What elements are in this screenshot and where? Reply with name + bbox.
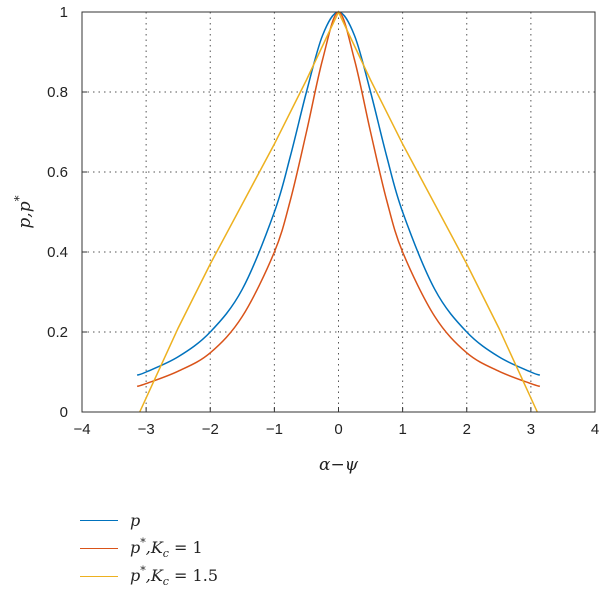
y-axis-label: p,p* (12, 195, 35, 228)
x-tick-label: 4 (591, 421, 599, 438)
x-tick-label: 3 (527, 421, 535, 438)
y-tick-label: 1 (60, 4, 68, 21)
legend-item: p*,Kc = 1 (80, 534, 218, 562)
legend: p p*,Kc = 1 p*,Kc = 1.5 (80, 506, 218, 590)
x-tick-label: 1 (398, 421, 406, 438)
y-tick-label: 0.2 (47, 324, 68, 341)
plot-frame (81, 11, 596, 413)
y-tick-label: 0.6 (47, 164, 68, 181)
tick-marks (81, 11, 596, 413)
x-tick-label: −3 (138, 421, 155, 438)
series-line (139, 10, 538, 413)
x-tick-label: −4 (73, 421, 90, 438)
x-tick-label: 0 (334, 421, 342, 438)
y-tick-label: 0 (60, 404, 68, 421)
line-chart: −4 −3 −2 −1 0 1 2 3 4 0 0.2 0.4 0.6 0.8 1 α−ψ p,p* (12, 4, 599, 475)
x-tick-label: −2 (202, 421, 219, 438)
y-tick-label: 0.8 (47, 84, 68, 101)
legend-item: p*,Kc = 1.5 (80, 562, 218, 590)
x-tick-label: 2 (463, 421, 471, 438)
legend-swatch (80, 547, 118, 549)
x-axis-label: α−ψ (319, 455, 359, 475)
grid-lines (82, 12, 595, 412)
y-tick-label: 0.4 (47, 244, 68, 261)
legend-swatch (80, 519, 118, 521)
legend-label: p (130, 510, 141, 530)
tick-labels: −4 −3 −2 −1 0 1 2 3 4 0 0.2 0.4 0.6 0.8 1 (47, 4, 599, 438)
legend-label: p*,Kc = 1 (130, 536, 203, 560)
legend-swatch (80, 575, 118, 577)
legend-label: p*,Kc = 1.5 (130, 564, 218, 588)
legend-item: p (80, 506, 218, 534)
x-tick-label: −1 (266, 421, 283, 438)
series-lines (136, 10, 541, 413)
